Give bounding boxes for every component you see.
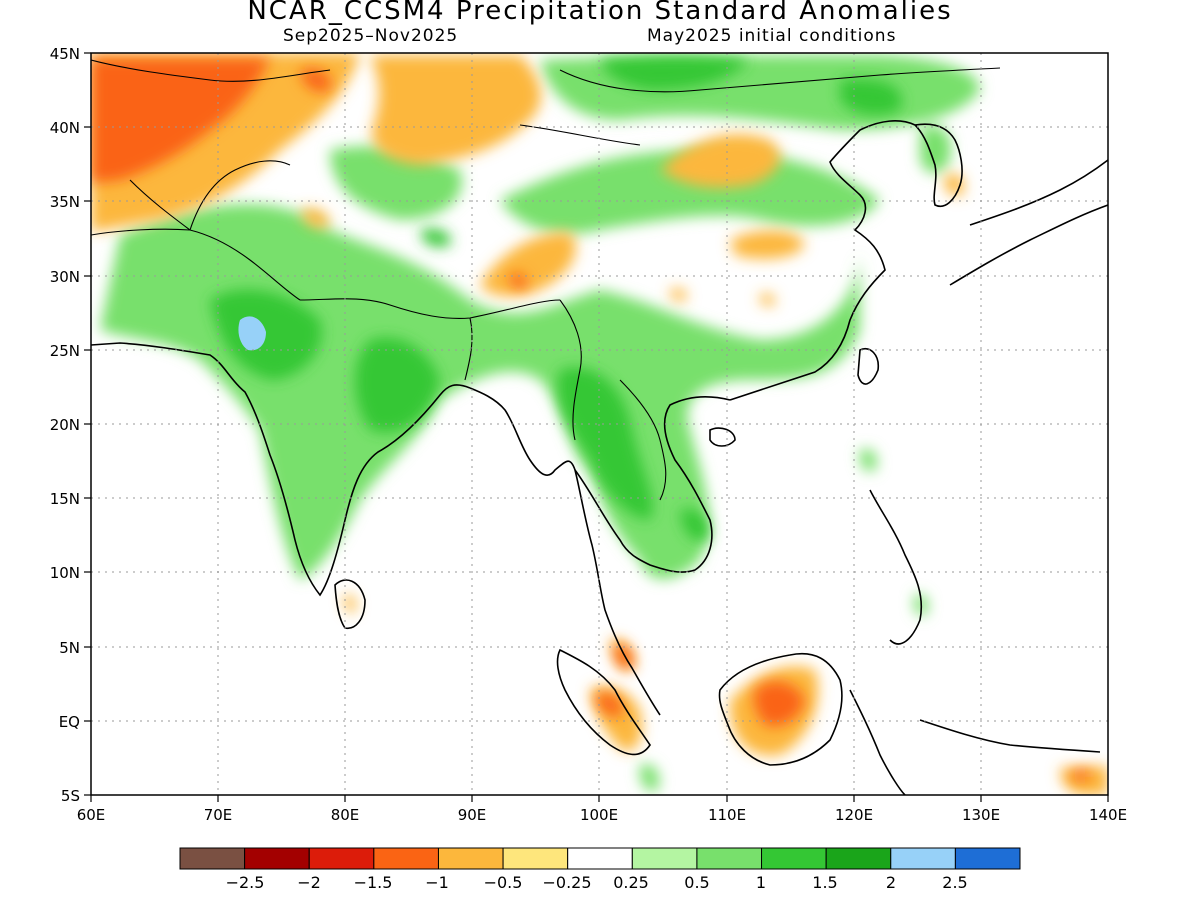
colorbar-label: −2.5 [226, 873, 265, 892]
colorbar-label: 2 [886, 873, 896, 892]
colorbar-swatches [179, 847, 1021, 870]
colorbar-label: −0.5 [484, 873, 523, 892]
forecast-period: Sep2025–Nov2025 [283, 26, 459, 46]
lon-tick-label: 130E [962, 806, 1000, 824]
colorbar-swatch [825, 847, 892, 870]
lon-tick-label: 60E [77, 806, 106, 824]
lat-tick-label: 35N [50, 193, 80, 211]
colorbar-label: −1.5 [354, 873, 393, 892]
colorbar-label: 0.25 [613, 873, 649, 892]
colorbar-swatch [502, 847, 569, 870]
colorbar-swatch [179, 847, 246, 870]
colorbar-swatch [567, 847, 633, 870]
colorbar-swatch [437, 847, 504, 870]
strong-dry-anomaly-regions [91, 58, 1090, 780]
colorbar-label: −0.25 [542, 873, 591, 892]
coastlines [91, 120, 1108, 795]
lon-tick-label: 80E [331, 806, 360, 824]
graticule [91, 53, 1108, 795]
initial-conditions: May2025 initial conditions [647, 26, 897, 46]
lon-tick-label: 110E [708, 806, 746, 824]
lon-tick-label: 100E [580, 806, 618, 824]
colorbar-swatch [373, 847, 439, 870]
lon-tick-label: 90E [458, 806, 487, 824]
lon-tick-label: 140E [1089, 806, 1127, 824]
colorbar-swatch [244, 847, 310, 870]
lon-axis: 60E 70E 80E 90E 100E 110E 120E 130E 140E [77, 806, 1127, 824]
lat-tick-label: 25N [50, 342, 80, 360]
lat-tick-label: 30N [50, 268, 80, 286]
colorbar-labels: −2.5 −2 −1.5 −1 −0.5 −0.25 0.25 0.5 1 1.… [226, 873, 968, 892]
lat-tick-label: 5N [59, 639, 80, 657]
lat-tick-label: 20N [50, 416, 80, 434]
lat-tick-label: 45N [50, 45, 80, 63]
lat-axis: 45N 40N 35N 30N 25N 20N 15N 10N 5N EQ 5S [50, 45, 80, 805]
colorbar-swatch [696, 847, 763, 870]
lat-tick-label: 10N [50, 564, 80, 582]
lon-tick-label: 70E [204, 806, 233, 824]
colorbar-swatch [631, 847, 698, 870]
colorbar-swatch [308, 847, 375, 870]
lat-tick-label: 15N [50, 490, 80, 508]
colorbar-swatch [954, 847, 1021, 870]
colorbar-label: 0.5 [684, 873, 709, 892]
lat-tick-label: EQ [59, 713, 80, 731]
lat-tick-label: 40N [50, 119, 80, 137]
colorbar-swatch [890, 847, 956, 870]
colorbar-label: 2.5 [942, 873, 967, 892]
map-title: NCAR_CCSM4 Precipitation Standard Anomal… [247, 0, 953, 26]
colorbar-label: 1 [756, 873, 766, 892]
colorbar: −2.5 −2 −1.5 −1 −0.5 −0.25 0.25 0.5 1 1.… [179, 847, 1021, 892]
colorbar-swatch [761, 847, 827, 870]
lat-tick-label: 5S [61, 787, 80, 805]
colorbar-label: −2 [297, 873, 321, 892]
very-wet-patch [238, 316, 266, 351]
lon-tick-label: 120E [835, 806, 873, 824]
strong-wet-anomaly-regions [210, 56, 902, 542]
colorbar-label: 1.5 [812, 873, 837, 892]
tick-marks [84, 52, 1109, 802]
colorbar-label: −1 [425, 873, 449, 892]
